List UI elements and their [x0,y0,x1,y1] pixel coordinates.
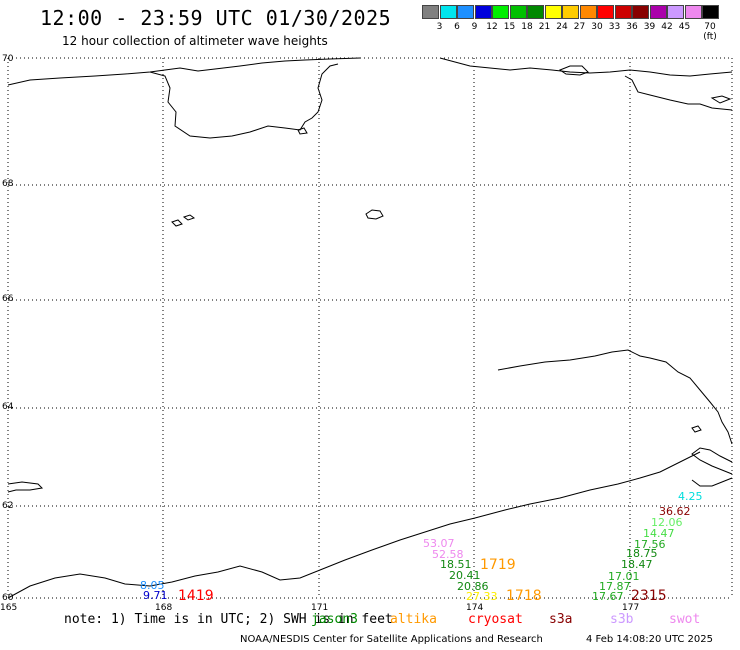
island-b [171,219,183,227]
generated-timestamp: 4 Feb 14:08:20 UTC 2025 [586,634,713,645]
wave-height-label: 20.86 [457,580,489,593]
scale-label: 21 [538,22,551,32]
footer-note: note: 1) Time is in UTC; 2) SWH is in fe… [64,612,393,627]
scale-label: 6 [454,22,460,32]
wave-height-label: 52.58 [432,548,464,561]
scale-swatch [632,5,649,19]
wave-height-label: 18.51 [440,558,472,571]
wave-height-label: 9.71 [143,589,168,602]
satellite-name-altika: altika [390,612,437,627]
scale-label: 27 [573,22,586,32]
lon-label-174: 174 [466,603,483,613]
satellite-name-s3b: s3b [610,612,634,627]
wave-height-label: 12.06 [651,516,683,529]
wave-height-label: 2315 [631,588,667,604]
alaska-north-slope [439,57,733,77]
wave-height-label: 18.75 [626,547,658,560]
map-subtitle: 12 hour collection of altimeter wave hei… [62,34,328,48]
lon-label-165: 165 [0,603,17,613]
scale-swatch [649,5,667,19]
scale-label: 70 (ft) [703,22,717,42]
wave-height-label: 17.01 [608,570,640,583]
scale-swatch [614,5,632,19]
kotzebue-coast [624,75,733,111]
seward-peninsula [497,349,733,445]
scale-label: 3 [436,22,443,32]
scale-swatch [544,5,562,19]
wave-height-label: 17.87 [599,580,631,593]
scale-swatch [474,5,492,19]
wave-height-label: 14.47 [643,527,675,540]
small-island-chukchi [297,127,308,135]
scale-swatch [492,5,509,19]
lat-label-68: 68 [2,179,14,189]
wave-height-label: 36.62 [659,505,691,518]
wave-height-observations: 4.2536.6212.0614.4717.5618.7518.4717.011… [140,490,703,604]
chukotka-bay [149,63,339,139]
wave-height-label: 27.33 [466,590,498,603]
wave-height-label: 17.67 [592,590,624,603]
scale-swatch [684,5,702,19]
wave-height-label: 1718 [506,588,542,604]
scale-label: 30 [591,22,603,32]
island-c [182,214,196,221]
scale-swatch [439,5,457,19]
scale-swatch [597,5,614,19]
scale-swatch [667,5,684,19]
lat-label-64: 64 [2,402,14,412]
lon-label-168: 168 [155,603,172,613]
satellite-name-jason3: jason3 [311,612,358,627]
wave-height-label: 20.41 [449,569,481,582]
wave-height-label: 17.56 [634,538,666,551]
coastline [7,57,733,599]
wave-height-label: 1719 [480,557,516,573]
graticule [7,57,733,599]
norton-sound-coast [691,447,733,475]
lagoon-island-2 [710,95,732,104]
chukotka-coast [7,57,361,86]
wave-height-label: 18.47 [621,558,653,571]
satellite-name-cryosat: cryosat [468,612,523,627]
scale-label: 24 [556,22,568,32]
lat-label-60: 60 [2,593,14,603]
lon-label-177: 177 [622,603,639,613]
lon-label-171: 171 [311,603,328,613]
scale-label: 12 [486,22,498,32]
satellite-name-swot: swot [669,612,701,627]
lat-labels: 70 68 66 64 62 60 [2,54,14,603]
scale-label: 39 [643,22,656,32]
scale-swatch [579,5,597,19]
scale-label: 33 [608,22,621,32]
st-lawrence-island [7,481,44,493]
scale-label: 9 [471,22,478,32]
lat-label-66: 66 [2,294,14,304]
wave-height-label: 8.05 [140,579,165,592]
small-island-d [691,425,702,433]
lagoon-island-1 [558,65,589,76]
wave-height-label: 4.25 [678,490,703,503]
scale-swatch [422,5,439,19]
wave-height-label: 53.07 [423,537,455,550]
lat-label-70: 70 [2,54,14,64]
scale-label: 45 [678,22,691,32]
anadyr-coast [7,451,701,599]
scale-swatch [562,5,579,19]
lat-label-62: 62 [2,501,13,511]
scale-swatch [457,5,474,19]
island-a [365,209,384,220]
scale-label: 42 [661,22,673,32]
lon-labels: 165 168 171 174 177 [0,603,639,613]
scale-swatch [509,5,527,19]
scale-swatch [527,5,544,19]
satellite-name-s3a: s3a [549,612,573,627]
map-title: 12:00 - 23:59 UTC 01/30/2025 [40,6,392,30]
scale-label: 18 [521,22,533,32]
scale-label: 36 [626,22,638,32]
scale-label: 15 [503,22,516,32]
credit-line: NOAA/NESDIS Center for Satellite Applica… [240,634,543,645]
scale-swatch [702,5,719,19]
yukon-delta [691,477,733,487]
wave-height-label: 1419 [178,588,214,604]
